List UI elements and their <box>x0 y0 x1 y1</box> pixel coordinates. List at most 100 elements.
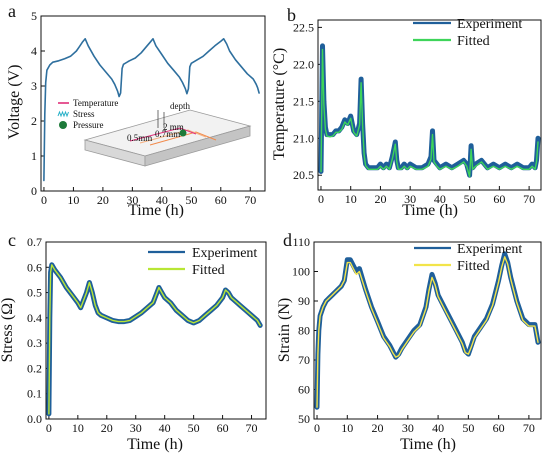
panel-d-x-tick-label: 70 <box>523 421 535 435</box>
panel-d-y-tick-label: 80 <box>298 324 310 338</box>
panel-a-y-tick-label: 2 <box>31 114 37 128</box>
panel-b-label: b <box>287 5 296 25</box>
panel-b-ylabel: Temperature (°C) <box>271 48 288 160</box>
panel-d-label: d <box>283 230 292 250</box>
panel-c-y-tick-label: 0.5 <box>27 286 42 300</box>
legend-b-fitted-label: Fitted <box>457 34 490 49</box>
panel-b: b 0 10 20 30 40 50 60 70 20.5 21.0 21.5 22.0 22.5 Ti… <box>271 5 542 219</box>
panel-c-ylabel: Stress (Ω) <box>0 298 16 363</box>
panel-b-y-tick-label: 21.0 <box>293 131 314 145</box>
inset-diagram: depth 2 mm 0.7mm 0.5mm <box>83 101 252 167</box>
inset-legend: Temperature Stress Pressure <box>57 98 118 130</box>
panel-b-xlabel: Time (h) <box>402 202 458 219</box>
panel-a-y-tick-label: 4 <box>31 44 37 58</box>
panel-b-y-tick-label: 22.5 <box>293 20 314 34</box>
panel-d-y-tick-label: 100 <box>292 265 310 279</box>
panel-b-x-tick-label: 50 <box>464 192 476 206</box>
panel-c-x-tick-label: 10 <box>72 421 84 435</box>
panel-d-fitted-line <box>316 256 539 408</box>
axes-c: 0 10 20 30 40 50 60 70 0.0 0.1 0.2 0.3 0.4 0.5 0.6 0.7 <box>27 235 267 435</box>
pressure-legend-swatch <box>59 121 67 129</box>
panel-d-x-tick-label: 30 <box>402 421 414 435</box>
panel-d-y-tick-label: 50 <box>298 412 310 426</box>
panel-d-x-tick-label: 60 <box>493 421 505 435</box>
panel-a-y-tick-label: 3 <box>31 79 37 93</box>
axes-d: 0 10 20 30 40 50 60 70 50 60 70 80 90 100 110 <box>292 235 542 435</box>
panel-c-x-tick-label: 70 <box>246 421 258 435</box>
legend-c-fitted-label: Fitted <box>192 263 225 278</box>
panel-b-x-tick-label: 70 <box>523 192 535 206</box>
panel-c-x-tick-label: 40 <box>159 421 171 435</box>
panel-a-y-tick-label: 5 <box>31 9 37 23</box>
panel-c-fitted-line <box>48 264 261 415</box>
panel-d: d 0 10 20 30 40 50 60 70 50 60 70 80 90 100 110 Time (… <box>276 230 542 453</box>
panel-d-x-tick-label: 20 <box>372 421 384 435</box>
series-d <box>314 251 541 410</box>
panel-d-x-tick-label: 10 <box>341 421 353 435</box>
panel-a-x-tick-label: 0 <box>41 193 47 207</box>
panel-c-x-tick-label: 0 <box>46 421 52 435</box>
panel-d-x-tick-label: 40 <box>432 421 444 435</box>
panel-a-plot-frame <box>40 15 266 192</box>
legend-b-experiment-label: Experiment <box>457 17 522 32</box>
panel-d-y-tick-label: 90 <box>298 294 310 308</box>
legend-d: Experiment Fitted <box>414 242 522 274</box>
panel-c-x-tick-label: 20 <box>101 421 113 435</box>
panel-a-label: a <box>8 1 16 21</box>
inset-trace-magenta <box>129 127 197 142</box>
panel-b-plot-frame <box>317 19 542 191</box>
panel-c-y-tick-label: 0.4 <box>27 311 42 325</box>
inset-05mm-label: 0.5mm <box>127 133 152 143</box>
panel-a-x-tick-label: 10 <box>67 193 79 207</box>
panel-d-experiment-line <box>314 251 541 410</box>
panel-d-ylabel: Strain (N) <box>276 298 293 362</box>
panel-b-y-tick-label: 21.5 <box>293 94 314 108</box>
panel-a-x-tick-label: 40 <box>156 193 168 207</box>
panel-a-x-tick-label: 60 <box>215 193 227 207</box>
panel-c-y-tick-label: 0.1 <box>27 387 42 401</box>
panel-a-ylabel: Voltage (V) <box>6 65 23 140</box>
panel-c-label: c <box>8 230 16 250</box>
panel-a: a 0 10 20 30 40 50 60 70 0 1 2 3 4 5 Time (h) Voltage… <box>6 1 266 219</box>
panel-a-y-tick-label: 1 <box>31 149 37 163</box>
panel-b-x-tick-label: 40 <box>434 192 446 206</box>
inset-trace-orange <box>149 131 217 146</box>
legend-c: Experiment Fitted <box>148 246 257 278</box>
panel-a-x-tick-label: 50 <box>185 193 197 207</box>
stress-legend-swatch <box>57 110 69 118</box>
stress-legend-label: Stress <box>73 109 95 119</box>
panel-c-experiment-line <box>46 262 263 417</box>
panel-a-voltage-line <box>43 37 260 182</box>
panel-c-y-tick-label: 0.2 <box>27 361 42 375</box>
panel-b-x-tick-label: 0 <box>318 192 324 206</box>
pressure-legend-label: Pressure <box>73 120 104 130</box>
inset-trace-light <box>139 129 207 144</box>
panel-c-y-tick-label: 0.0 <box>27 412 42 426</box>
panel-c-plot-frame <box>45 241 267 420</box>
temperature-legend-label: Temperature <box>73 98 118 108</box>
panel-d-x-tick-label: 0 <box>314 421 320 435</box>
inset-depth-label: depth <box>170 101 190 111</box>
series-b <box>318 43 541 178</box>
panel-a-y-tick-label: 0 <box>31 184 37 198</box>
panel-d-xlabel: Time (h) <box>400 436 456 453</box>
legend-d-fitted-label: Fitted <box>457 259 490 274</box>
series-c <box>46 262 263 417</box>
panel-b-x-tick-label: 10 <box>345 192 357 206</box>
panel-c-xlabel: Time (h) <box>127 436 183 453</box>
panel-b-x-tick-label: 60 <box>493 192 505 206</box>
legend-d-experiment-label: Experiment <box>457 242 522 257</box>
panel-a-x-tick-label: 20 <box>97 193 109 207</box>
legend-b: Experiment Fitted <box>413 17 522 49</box>
panel-b-x-tick-label: 30 <box>404 192 416 206</box>
panel-c: c 0 10 20 30 40 50 60 70 0.0 0.1 0.2 0.3 0.4 0.5 0.6 0.… <box>0 230 267 453</box>
panel-d-y-tick-label: 110 <box>292 235 310 249</box>
panel-c-y-tick-label: 0.3 <box>27 336 42 350</box>
panel-d-y-tick-label: 60 <box>298 383 310 397</box>
panel-c-x-tick-label: 60 <box>217 421 229 435</box>
panel-d-x-tick-label: 50 <box>462 421 474 435</box>
inset-2mm-label: 2 mm <box>163 122 184 132</box>
panel-b-y-tick-label: 22.0 <box>293 57 314 71</box>
panel-b-x-tick-label: 20 <box>374 192 386 206</box>
